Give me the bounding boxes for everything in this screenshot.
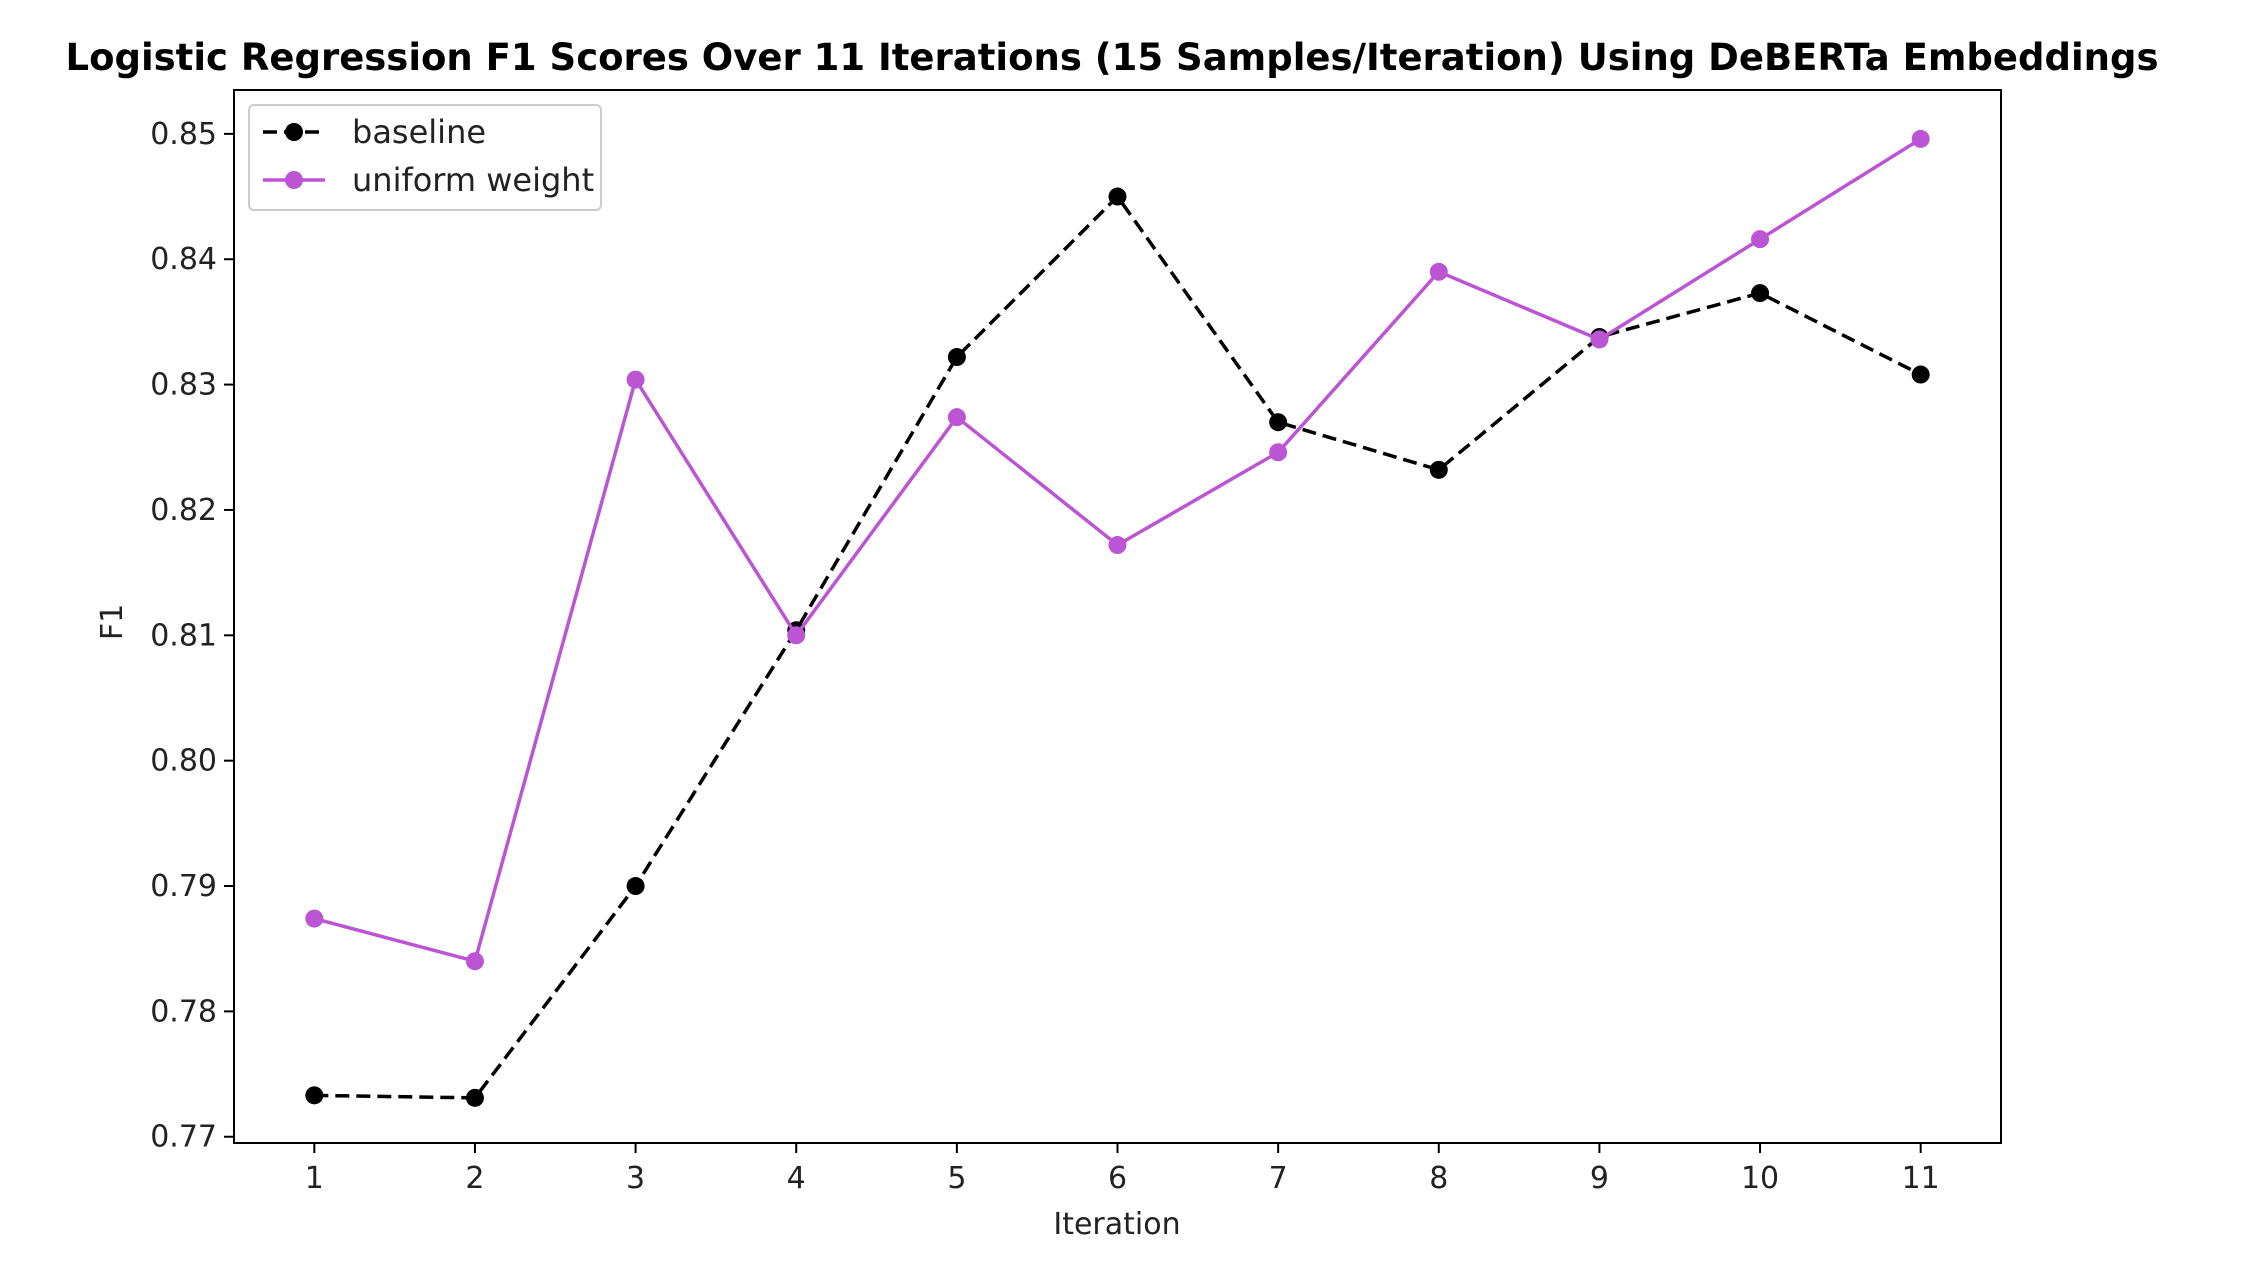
x-axis-label: Iteration	[1053, 1207, 1180, 1242]
legend-label-baseline: baseline	[352, 113, 486, 151]
x-tick-label: 11	[1902, 1161, 1940, 1196]
legend-entry-uniform-weight: uniform weight	[263, 161, 594, 199]
x-tick-label: 2	[465, 1161, 484, 1196]
data-point-uniform-weight	[1911, 129, 1930, 148]
legend: baseline uniform weight	[248, 104, 602, 211]
data-point-baseline	[1751, 284, 1770, 303]
x-tick-label: 6	[1108, 1161, 1127, 1196]
series-uniform-weight	[305, 129, 1930, 971]
data-point-uniform-weight	[1429, 262, 1448, 281]
y-tick-label: 0.82	[150, 493, 217, 528]
data-point-baseline	[1269, 413, 1288, 432]
x-tick-label: 10	[1741, 1161, 1779, 1196]
x-axis: 1 2 3 4 5 6 7 8 9 10 11	[305, 1143, 1940, 1196]
data-point-uniform-weight	[465, 952, 484, 971]
series-layer	[305, 129, 1930, 1107]
y-axis: 0.77 0.78 0.79 0.80 0.81 0.82 0.83 0.84 0.85	[150, 117, 234, 1155]
legend-box	[248, 104, 602, 211]
legend-marker-uniform-weight	[285, 171, 303, 189]
legend-label-uniform-weight: uniform weight	[352, 161, 594, 199]
data-point-uniform-weight	[305, 909, 324, 928]
x-tick-label: 3	[626, 1161, 645, 1196]
y-tick-label: 0.77	[150, 1120, 217, 1155]
data-point-baseline	[305, 1086, 324, 1105]
data-point-uniform-weight	[1108, 536, 1127, 555]
data-point-baseline	[1911, 365, 1930, 384]
y-tick-label: 0.80	[150, 744, 217, 779]
x-tick-label: 4	[787, 1161, 806, 1196]
legend-marker-baseline	[285, 123, 303, 141]
x-tick-label: 7	[1269, 1161, 1288, 1196]
legend-entry-baseline: baseline	[263, 113, 486, 151]
data-point-uniform-weight	[947, 408, 966, 427]
data-point-uniform-weight	[1269, 443, 1288, 462]
y-tick-label: 0.83	[150, 368, 217, 403]
data-point-uniform-weight	[787, 626, 806, 645]
data-point-uniform-weight	[1751, 230, 1770, 249]
x-tick-label: 8	[1429, 1161, 1448, 1196]
data-point-baseline	[1429, 460, 1448, 479]
y-axis-label: F1	[95, 604, 130, 640]
data-point-baseline	[626, 877, 645, 896]
x-tick-label: 1	[305, 1161, 324, 1196]
y-tick-label: 0.78	[150, 994, 217, 1029]
data-point-baseline	[1108, 187, 1127, 206]
data-point-uniform-weight	[1590, 330, 1609, 349]
y-tick-label: 0.85	[150, 117, 217, 152]
data-point-uniform-weight	[626, 370, 645, 389]
y-tick-label: 0.81	[150, 618, 217, 653]
x-tick-label: 9	[1590, 1161, 1609, 1196]
data-point-baseline	[465, 1088, 484, 1107]
y-tick-label: 0.84	[150, 242, 217, 277]
y-tick-label: 0.79	[150, 869, 217, 904]
x-tick-label: 5	[947, 1161, 966, 1196]
data-point-baseline	[947, 348, 966, 367]
chart-title: Logistic Regression F1 Scores Over 11 It…	[66, 36, 2159, 79]
